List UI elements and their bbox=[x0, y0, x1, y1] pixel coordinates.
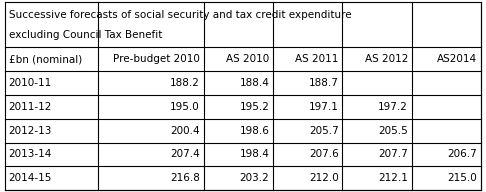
Text: AS 2011: AS 2011 bbox=[295, 54, 339, 64]
Text: 203.2: 203.2 bbox=[240, 173, 269, 183]
Text: 207.6: 207.6 bbox=[309, 149, 339, 159]
Text: 188.2: 188.2 bbox=[170, 78, 200, 88]
Text: 205.5: 205.5 bbox=[378, 126, 408, 136]
Text: 195.0: 195.0 bbox=[170, 102, 200, 112]
Text: 2013-14: 2013-14 bbox=[9, 149, 52, 159]
Text: 206.7: 206.7 bbox=[448, 149, 477, 159]
Text: 216.8: 216.8 bbox=[170, 173, 200, 183]
Text: 2012-13: 2012-13 bbox=[9, 126, 52, 136]
Text: AS 2012: AS 2012 bbox=[364, 54, 408, 64]
Text: 197.2: 197.2 bbox=[378, 102, 408, 112]
Text: Pre-budget 2010: Pre-budget 2010 bbox=[113, 54, 200, 64]
Text: 200.4: 200.4 bbox=[170, 126, 200, 136]
Text: 188.7: 188.7 bbox=[309, 78, 339, 88]
Text: 215.0: 215.0 bbox=[448, 173, 477, 183]
Text: 2014-15: 2014-15 bbox=[9, 173, 52, 183]
Text: 188.4: 188.4 bbox=[240, 78, 269, 88]
Text: 198.6: 198.6 bbox=[240, 126, 269, 136]
Text: AS2014: AS2014 bbox=[437, 54, 477, 64]
Text: AS 2010: AS 2010 bbox=[226, 54, 269, 64]
Text: excluding Council Tax Benefit: excluding Council Tax Benefit bbox=[9, 30, 162, 40]
Text: Successive forecasts of social security and tax credit expenditure: Successive forecasts of social security … bbox=[9, 10, 351, 20]
Text: 2010-11: 2010-11 bbox=[9, 78, 52, 88]
Text: 212.0: 212.0 bbox=[309, 173, 339, 183]
Text: £bn (nominal): £bn (nominal) bbox=[9, 54, 82, 64]
Text: 212.1: 212.1 bbox=[378, 173, 408, 183]
Text: 197.1: 197.1 bbox=[309, 102, 339, 112]
Text: 207.4: 207.4 bbox=[170, 149, 200, 159]
Text: 207.7: 207.7 bbox=[378, 149, 408, 159]
Text: 195.2: 195.2 bbox=[240, 102, 269, 112]
Text: 205.7: 205.7 bbox=[309, 126, 339, 136]
Text: 198.4: 198.4 bbox=[240, 149, 269, 159]
Text: 2011-12: 2011-12 bbox=[9, 102, 52, 112]
